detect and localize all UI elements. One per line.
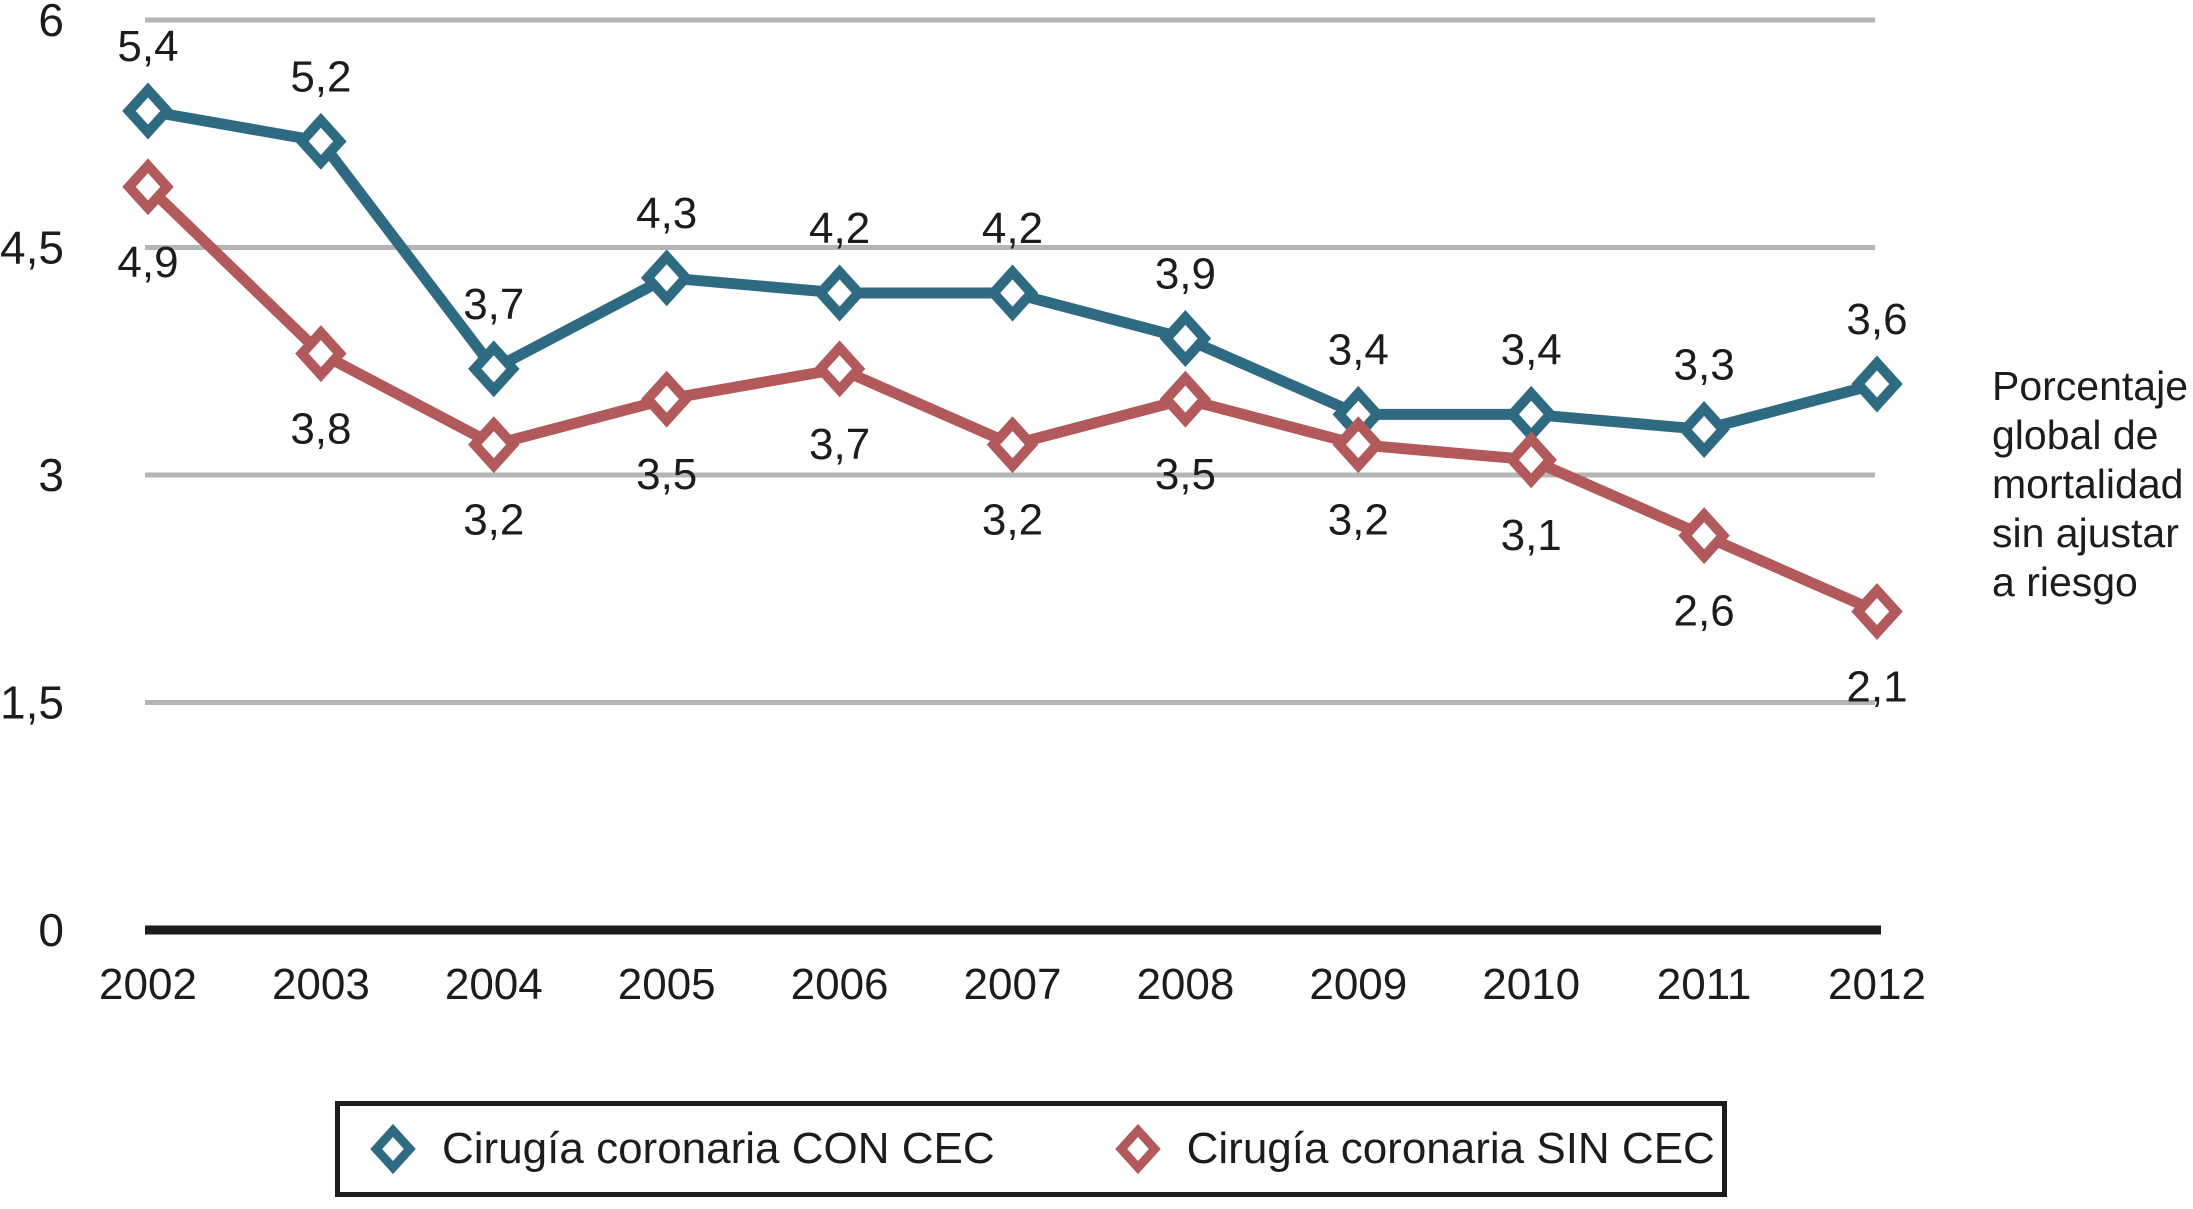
data-point-marker <box>986 264 1039 322</box>
data-point-marker <box>640 370 693 428</box>
data-label: 3,7 <box>809 420 870 469</box>
data-label: 2,1 <box>1846 662 1907 711</box>
data-label: 4,2 <box>809 204 870 253</box>
data-label: 3,6 <box>1846 295 1907 344</box>
data-label: 3,2 <box>982 496 1043 545</box>
data-point-marker <box>1678 401 1730 458</box>
data-point-marker <box>1851 355 1903 413</box>
data-point-marker <box>295 325 347 383</box>
data-point-marker <box>1159 370 1212 428</box>
data-label: 3,5 <box>1155 450 1216 499</box>
data-label: 3,9 <box>1155 249 1216 298</box>
diamond-shape <box>1114 1123 1161 1175</box>
legend: Cirugía coronaria CON CEC Cirugía corona… <box>335 1101 1727 1197</box>
y-tick-label: 4,5 <box>0 221 64 273</box>
y-tick-label: 0 <box>38 904 64 956</box>
x-tick-label: 2005 <box>618 960 716 1009</box>
data-label: 3,5 <box>636 450 697 499</box>
x-tick-label: 2002 <box>99 960 197 1009</box>
x-tick-label: 2006 <box>791 960 889 1009</box>
data-point-marker <box>295 112 347 170</box>
data-label: 4,9 <box>117 238 178 287</box>
data-label: 3,8 <box>290 405 351 454</box>
data-label: 3,2 <box>463 496 524 545</box>
legend-label-con-cec: Cirugía coronaria CON CEC <box>442 1124 995 1173</box>
diamond-marker-icon <box>1114 1123 1161 1175</box>
data-label: 4,2 <box>982 204 1043 253</box>
data-label: 3,7 <box>463 280 524 329</box>
x-tick-label: 2008 <box>1136 960 1234 1009</box>
x-tick-label: 2003 <box>272 960 370 1009</box>
x-tick-label: 2007 <box>964 960 1062 1009</box>
data-label: 3,1 <box>1501 511 1562 560</box>
data-point-marker <box>468 416 520 474</box>
x-tick-label: 2009 <box>1309 960 1407 1009</box>
y-tick-label: 1,5 <box>0 676 64 728</box>
data-point-marker <box>1851 583 1903 640</box>
data-point-marker <box>986 416 1039 474</box>
data-point-marker <box>1332 416 1385 474</box>
data-point-marker <box>1505 385 1557 443</box>
diamond-shape <box>370 1123 416 1175</box>
y-tick-label: 6 <box>38 0 64 46</box>
legend-label-sin-cec: Cirugía coronaria SIN CEC <box>1186 1124 1715 1173</box>
data-label: 3,2 <box>1328 496 1389 545</box>
data-label: 3,4 <box>1328 325 1389 374</box>
data-point-marker <box>1159 310 1212 367</box>
data-point-marker <box>468 340 520 398</box>
data-point-marker <box>1678 507 1730 565</box>
data-label: 5,2 <box>290 52 351 101</box>
data-label: 5,4 <box>117 22 178 71</box>
data-label: 3,4 <box>1501 325 1562 374</box>
x-tick-label: 2004 <box>445 960 543 1009</box>
data-point-marker <box>813 340 866 398</box>
data-point-marker <box>1505 431 1557 489</box>
data-point-marker <box>122 158 174 216</box>
data-label: 4,3 <box>636 189 697 238</box>
data-point-marker <box>640 249 693 307</box>
data-label: 3,3 <box>1674 340 1735 389</box>
x-tick-label: 2012 <box>1828 960 1926 1009</box>
y-tick-label: 3 <box>38 449 64 501</box>
data-point-marker <box>813 264 866 322</box>
x-tick-label: 2010 <box>1482 960 1580 1009</box>
diamond-marker-icon <box>370 1123 416 1175</box>
data-point-marker <box>122 82 174 140</box>
legend-item-con-cec: Cirugía coronaria CON CEC <box>370 1123 995 1175</box>
y-axis-annotation: Porcentaje global de mortalidad sin ajus… <box>1992 363 2189 605</box>
legend-item-sin-cec: Cirugía coronaria SIN CEC <box>1114 1123 1715 1175</box>
data-label: 2,6 <box>1674 587 1735 636</box>
x-tick-label: 2011 <box>1657 960 1752 1009</box>
